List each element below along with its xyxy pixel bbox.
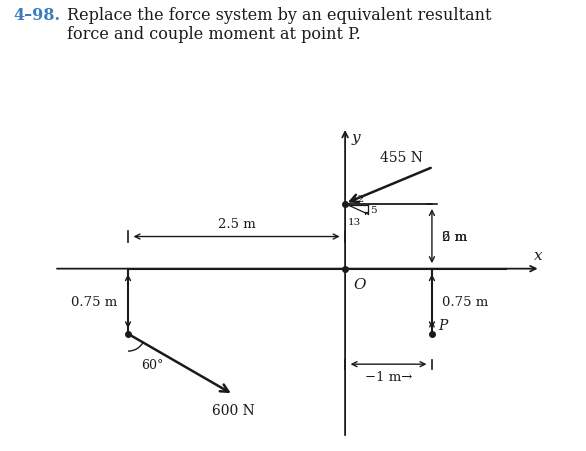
Text: P: P [438, 318, 447, 332]
Text: 13: 13 [348, 217, 362, 226]
Text: 2 m: 2 m [442, 230, 468, 243]
Text: 12: 12 [352, 195, 364, 204]
Text: x: x [534, 248, 542, 262]
Text: 4–98.: 4–98. [13, 7, 60, 24]
Text: y: y [352, 130, 360, 144]
Text: 0.75 m: 0.75 m [442, 295, 489, 308]
Text: Replace the force system by an equivalent resultant
force and couple moment at p: Replace the force system by an equivalen… [67, 7, 492, 43]
Text: 0.75 m: 0.75 m [71, 295, 118, 308]
Text: 60°: 60° [141, 358, 163, 371]
Text: −1 m→: −1 m→ [365, 370, 412, 383]
Text: 455 N: 455 N [380, 151, 423, 165]
Text: 5: 5 [370, 206, 376, 215]
Text: 6 m: 6 m [442, 230, 468, 243]
Text: 600 N: 600 N [212, 403, 255, 417]
Text: O: O [354, 278, 366, 292]
Text: 2.5 m: 2.5 m [217, 217, 255, 230]
